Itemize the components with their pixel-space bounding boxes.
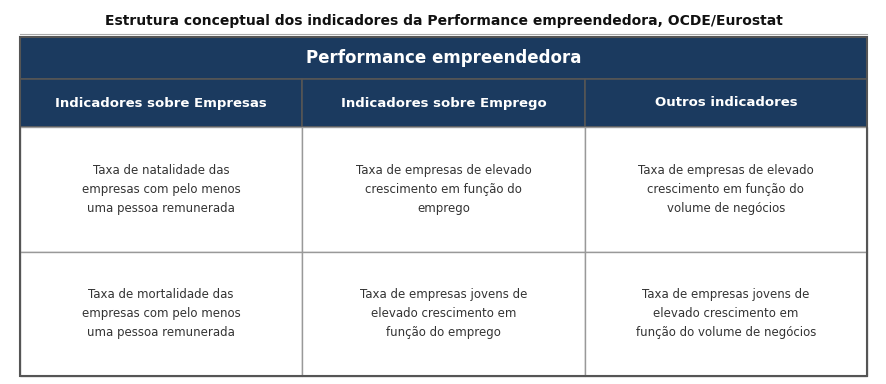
Bar [302, 127, 584, 252]
Bar [20, 252, 302, 376]
Text: Taxa de empresas jovens de
elevado crescimento em
função do volume de negócios: Taxa de empresas jovens de elevado cresc… [635, 288, 815, 339]
Text: Estrutura conceptual dos indicadores da Performance empreendedora, OCDE/Eurostat: Estrutura conceptual dos indicadores da … [105, 14, 781, 28]
Text: Taxa de mortalidade das
empresas com pelo menos
uma pessoa remunerada: Taxa de mortalidade das empresas com pel… [82, 288, 240, 339]
Text: Taxa de empresas de elevado
crescimento em função do
volume de negócios: Taxa de empresas de elevado crescimento … [637, 164, 812, 215]
Bar [302, 252, 584, 376]
Bar [584, 252, 866, 376]
Bar [20, 37, 866, 79]
Text: Performance empreendedora: Performance empreendedora [306, 49, 580, 67]
Bar [584, 127, 866, 252]
Bar [20, 37, 866, 376]
Text: Taxa de empresas jovens de
elevado crescimento em
função do emprego: Taxa de empresas jovens de elevado cresc… [360, 288, 526, 339]
Text: Taxa de empresas de elevado
crescimento em função do
emprego: Taxa de empresas de elevado crescimento … [355, 164, 531, 215]
Bar [302, 79, 584, 127]
Bar [20, 79, 302, 127]
Text: Indicadores sobre Emprego: Indicadores sobre Emprego [340, 96, 546, 109]
Bar [584, 79, 866, 127]
Text: Outros indicadores: Outros indicadores [654, 96, 797, 109]
Bar [20, 127, 302, 252]
Text: Taxa de natalidade das
empresas com pelo menos
uma pessoa remunerada: Taxa de natalidade das empresas com pelo… [82, 164, 240, 215]
Text: Indicadores sobre Empresas: Indicadores sobre Empresas [55, 96, 267, 109]
